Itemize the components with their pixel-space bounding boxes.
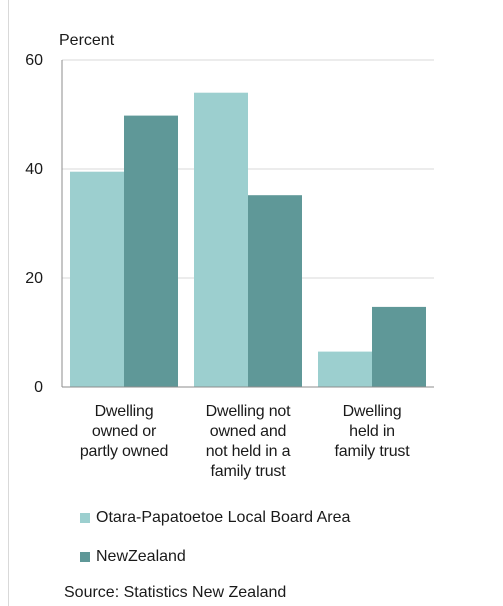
legend-swatch-nz: [80, 552, 90, 562]
y-tick-label: 20: [25, 270, 43, 287]
legend-label-otara: Otara-Papatoetoe Local Board Area: [96, 509, 351, 526]
legend-item-otara: Otara-Papatoetoe Local Board Area: [80, 508, 350, 528]
bar-otara-2: [318, 351, 372, 387]
bar-nz-2: [372, 306, 426, 387]
y-axis-label: Percent: [59, 32, 115, 49]
legend: Otara-Papatoetoe Local Board Area NewZea…: [80, 508, 350, 586]
y-tick-label: 40: [25, 161, 43, 178]
x-tick-label: Dwelling held in family trust: [335, 403, 411, 460]
bar-nz-0: [124, 115, 178, 387]
y-tick-labels: 0 20 40 60: [25, 52, 43, 396]
bar-otara-0: [70, 171, 124, 387]
source-note: Source: Statistics New Zealand: [64, 584, 287, 601]
y-tick-label: 0: [34, 379, 43, 396]
bar-nz-1: [248, 195, 302, 387]
legend-swatch-otara: [80, 513, 90, 523]
bars: [70, 92, 426, 387]
y-tick-label: 60: [25, 52, 43, 69]
legend-item-nz: NewZealand: [80, 547, 350, 567]
bar-otara-1: [194, 92, 248, 387]
legend-label-nz: NewZealand: [96, 548, 186, 565]
x-tick-label: Dwelling owned or partly owned: [80, 403, 168, 460]
x-tick-label: Dwelling not owned and not held in a family…: [206, 403, 292, 480]
x-tick-labels: Dwelling owned or partly owned Dwelling not…: [80, 403, 411, 480]
bar-chart: Percent 0 20 40 60 Dwelling owned or partly o…: [25, 32, 434, 480]
left-border-line: [8, 0, 9, 606]
